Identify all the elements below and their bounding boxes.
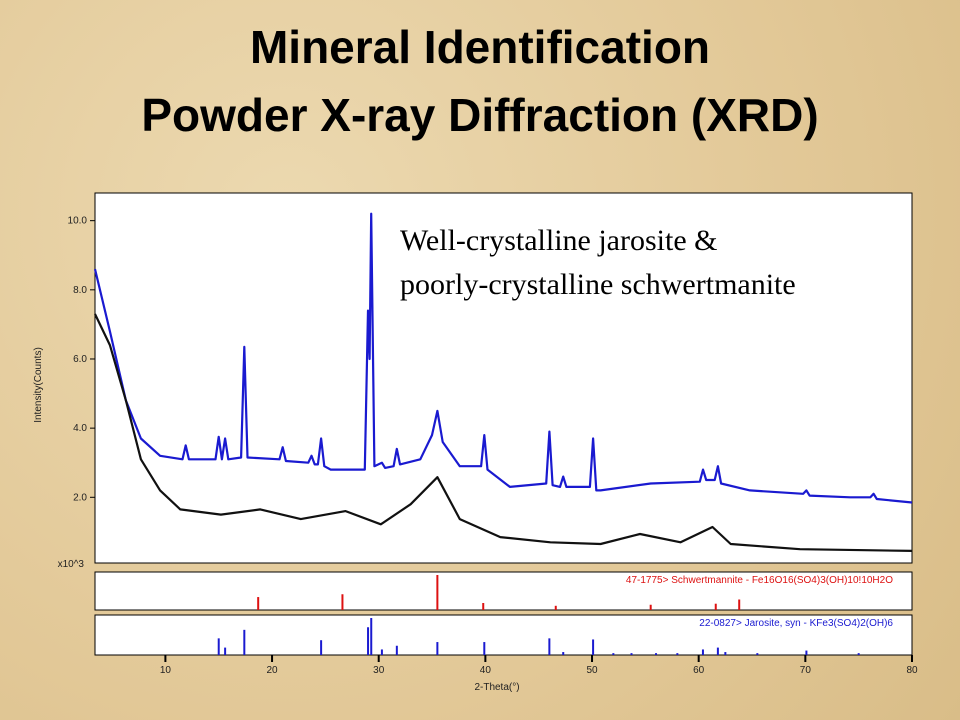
- ref-panel: [94, 571, 913, 611]
- y-tick-label: 4.0: [73, 423, 87, 434]
- x-tick-label: 50: [586, 665, 598, 676]
- plot-area: [94, 192, 913, 564]
- y-tick-label: 10.0: [68, 216, 88, 227]
- y-axis-label: Intensity(Counts): [33, 347, 44, 423]
- x-tick-label: 60: [693, 665, 705, 676]
- series-line: [94, 313, 913, 552]
- y-tick-label: 8.0: [73, 285, 87, 296]
- y-tick-label: 6.0: [73, 354, 87, 365]
- annotation: Well-crystalline jarosite &: [400, 224, 717, 257]
- ref-panel: [94, 614, 913, 656]
- x-tick-label: 30: [373, 665, 385, 676]
- series-line: [93, 212, 913, 504]
- title: Mineral Identification: [250, 21, 710, 73]
- x-tick-label: 20: [266, 665, 278, 676]
- x-tick-label: 70: [800, 665, 812, 676]
- reference-label: 47-1775> Schwertmannite - Fe16O16(SO4)3(…: [626, 575, 893, 586]
- x-tick-label: 80: [906, 665, 918, 676]
- x-tick-label: 40: [480, 665, 492, 676]
- reference-label: 22-0827> Jarosite, syn - KFe3(SO4)2(OH)6: [699, 618, 893, 629]
- x-axis-label: 2-Theta(°): [474, 682, 519, 693]
- y-multiplier: x10^3: [58, 559, 85, 570]
- subtitle: Powder X-ray Diffraction (XRD): [141, 89, 818, 141]
- y-tick-label: 2.0: [73, 492, 87, 503]
- x-tick-label: 10: [160, 665, 172, 676]
- annotation: poorly-crystalline schwertmanite: [400, 268, 796, 301]
